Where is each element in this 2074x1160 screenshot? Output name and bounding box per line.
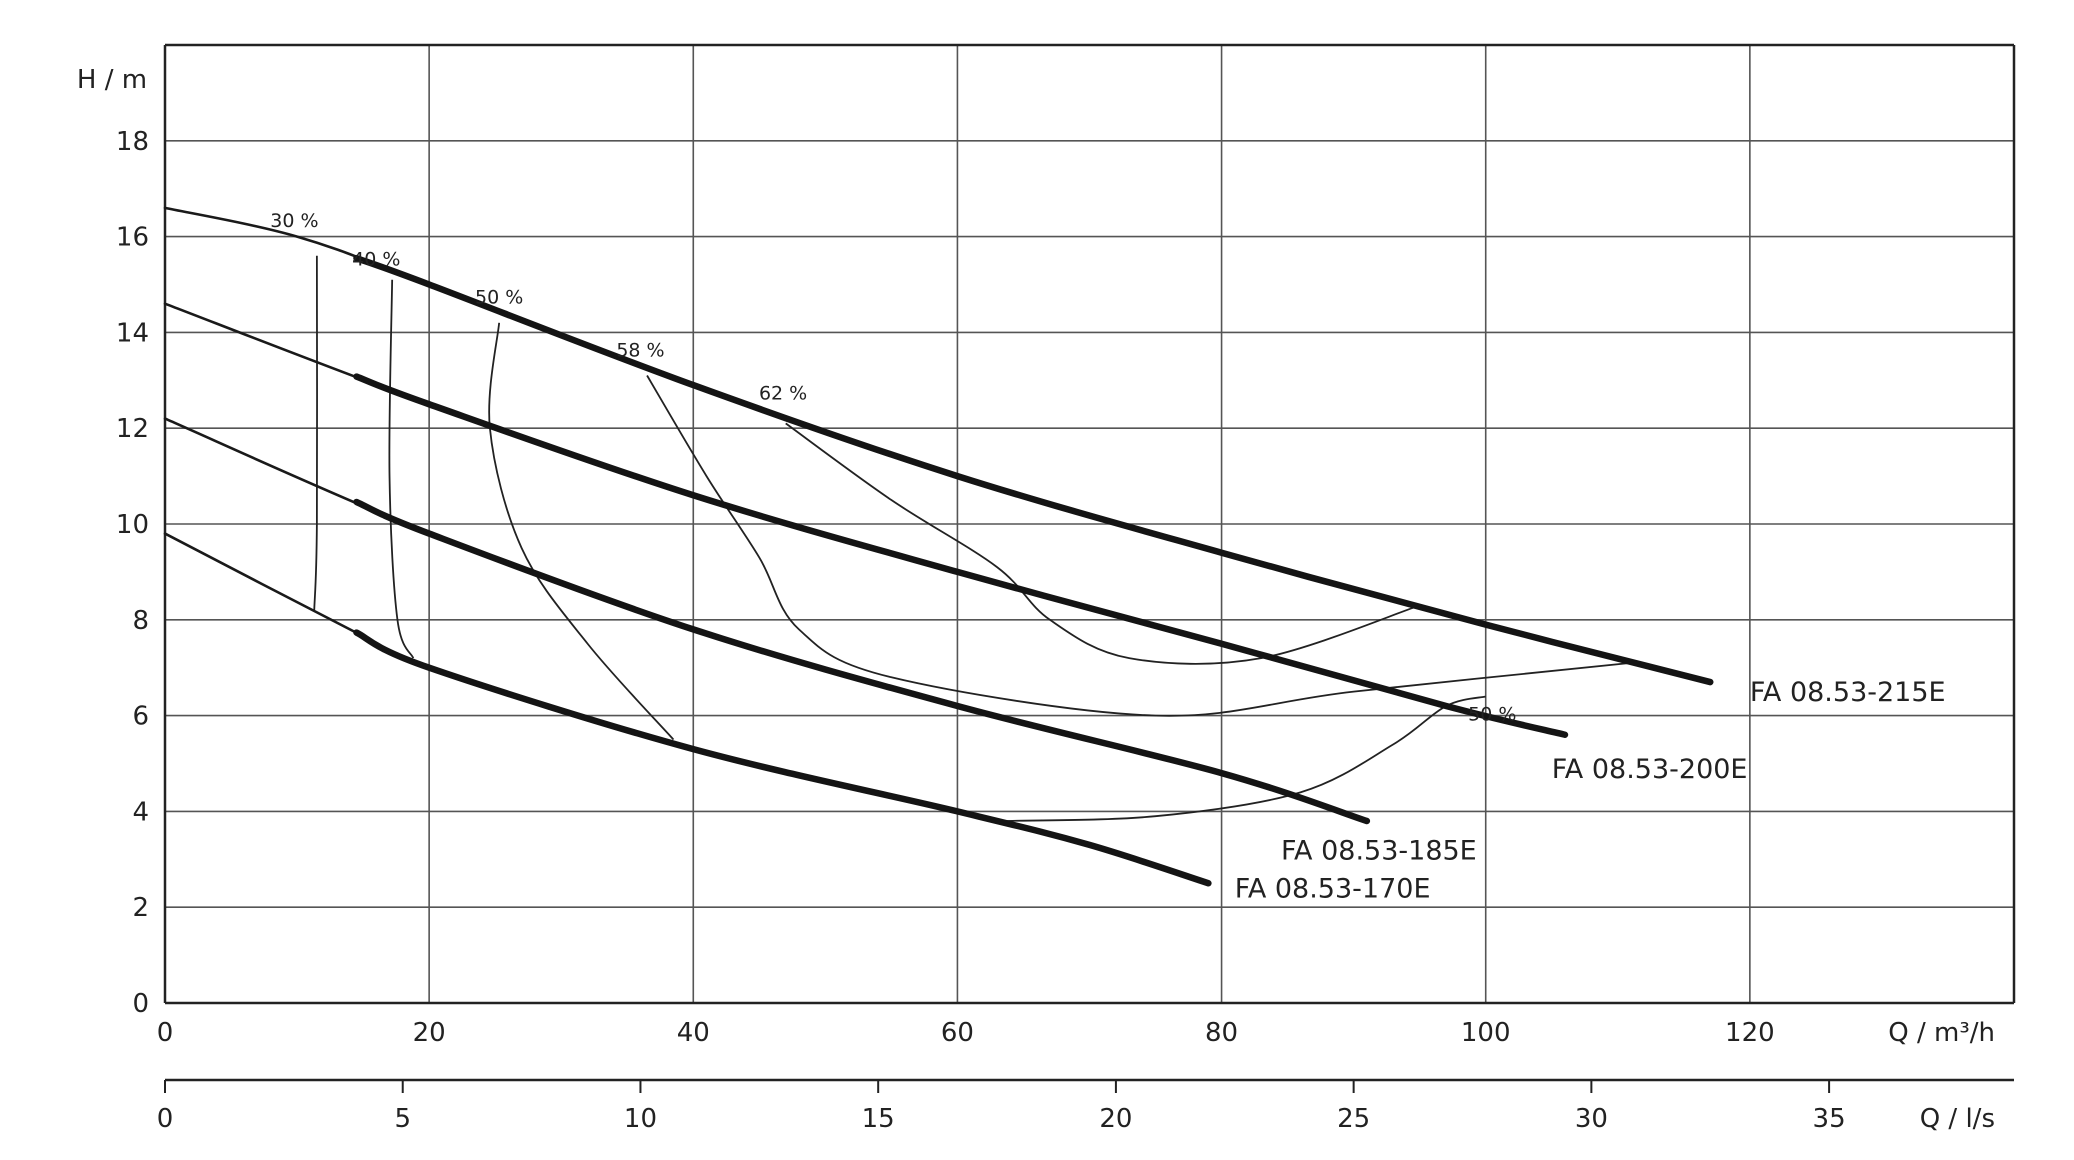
- pump-curve-label: FA 08.53-200E: [1552, 754, 1748, 785]
- pump-curve-label: FA 08.53-185E: [1281, 835, 1477, 866]
- y-tick-label: 10: [116, 510, 149, 540]
- y-tick-label: 8: [132, 606, 149, 636]
- efficiency-label: 58 %: [616, 339, 664, 361]
- plot-frame: [163, 43, 2016, 1005]
- x2-tick-label: 30: [1575, 1104, 1608, 1134]
- x-axis-title: Q / m³/h: [1888, 1018, 1995, 1048]
- x-tick-label: 40: [677, 1018, 710, 1048]
- y-tick-label: 4: [132, 797, 149, 827]
- y-tick-label: 16: [116, 223, 149, 253]
- x2-tick-label: 5: [394, 1104, 411, 1134]
- efficiency-curve: [785, 422, 1420, 665]
- efficiency-curve: [646, 375, 1632, 717]
- pump-curve-operating: [353, 373, 1569, 739]
- x2-tick-label: 10: [624, 1104, 657, 1134]
- y-tick-label: 18: [116, 127, 149, 157]
- labels: 0 2 4 6 8 10 12 14 16 18 H / m 0 20 40 60 80 100 120 Q / m…: [77, 65, 1995, 1048]
- efficiency-curve: [313, 255, 318, 611]
- efficiency-label: 30 %: [270, 210, 318, 232]
- x2-tick-label: 0: [157, 1104, 174, 1134]
- pump-curve-full: [163, 532, 1210, 885]
- x2-axis-title: Q / l/s: [1920, 1104, 1995, 1134]
- y-tick-label: 0: [132, 989, 149, 1019]
- efficiency-curves: [313, 255, 1632, 822]
- pump-curve-operating: [353, 629, 1212, 887]
- x-tick-label: 80: [1205, 1018, 1238, 1048]
- y-axis-title: H / m: [77, 65, 147, 95]
- grid-lines: [165, 44, 2014, 1003]
- secondary-x-axis: 0 5 10 15 20 25 30 35 Q / l/s: [157, 1078, 2014, 1134]
- x-tick-label: 60: [941, 1018, 974, 1048]
- pump-curve-operating: [353, 498, 1371, 825]
- x2-tick-label: 15: [862, 1104, 895, 1134]
- efficiency-curve: [388, 279, 415, 659]
- x-tick-label: 20: [413, 1018, 446, 1048]
- efficiency-label: 50 %: [475, 287, 523, 309]
- pump-curve-label: FA 08.53-170E: [1235, 874, 1431, 905]
- x2-tick-label: 35: [1813, 1104, 1846, 1134]
- y-tick-label: 14: [116, 318, 149, 348]
- y-tick-label: 6: [132, 702, 149, 732]
- x2-tick-label: 25: [1337, 1104, 1370, 1134]
- y-tick-label: 2: [132, 893, 149, 923]
- efficiency-curve: [488, 322, 675, 741]
- x-tick-label: 100: [1461, 1018, 1511, 1048]
- pump-curve-label: FA 08.53-215E: [1750, 677, 1946, 708]
- efficiency-label: 50 %: [1468, 703, 1516, 725]
- pump-curve-operating: [353, 254, 1714, 686]
- y-tick-label: 12: [116, 414, 149, 444]
- efficiency-label: 62 %: [759, 382, 807, 404]
- efficiency-label: 40 %: [352, 248, 400, 270]
- x-tick-label: 120: [1725, 1018, 1775, 1048]
- x2-tick-label: 20: [1099, 1104, 1132, 1134]
- pump-curves: [163, 206, 1714, 887]
- x-tick-label: 0: [157, 1018, 174, 1048]
